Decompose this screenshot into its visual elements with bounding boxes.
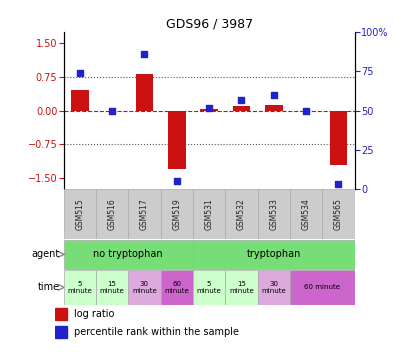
Text: 60
minute: 60 minute [164,281,189,294]
FancyBboxPatch shape [289,189,321,239]
Point [141,51,147,57]
Point [238,97,244,102]
Text: GSM534: GSM534 [301,198,310,230]
Bar [55,326,67,338]
Text: 15
minute: 15 minute [229,281,253,294]
Point [270,92,276,98]
FancyBboxPatch shape [289,270,354,305]
Text: percentile rank within the sample: percentile rank within the sample [74,327,238,337]
Bar [329,111,346,165]
Text: GSM533: GSM533 [269,198,278,230]
Text: tryptophan: tryptophan [246,249,300,260]
FancyBboxPatch shape [63,189,96,239]
Point [335,182,341,187]
Bar [55,308,67,320]
Text: GSM519: GSM519 [172,198,181,230]
Text: GSM531: GSM531 [204,198,213,230]
Text: time: time [37,282,59,292]
FancyBboxPatch shape [160,270,193,305]
FancyBboxPatch shape [160,189,193,239]
Bar [264,105,282,111]
Text: GSM532: GSM532 [236,198,245,230]
FancyBboxPatch shape [225,270,257,305]
FancyBboxPatch shape [128,189,160,239]
Text: GSM515: GSM515 [75,198,84,230]
FancyBboxPatch shape [63,240,193,269]
FancyBboxPatch shape [321,189,354,239]
Bar [200,109,218,111]
FancyBboxPatch shape [193,189,225,239]
FancyBboxPatch shape [257,189,289,239]
Text: GSM565: GSM565 [333,198,342,230]
Text: 30
minute: 30 minute [132,281,156,294]
FancyBboxPatch shape [128,270,160,305]
Text: 15
minute: 15 minute [99,281,124,294]
Title: GDS96 / 3987: GDS96 / 3987 [165,18,252,31]
Text: no tryptophan: no tryptophan [93,249,163,260]
Bar [135,74,153,111]
Bar [71,90,88,111]
FancyBboxPatch shape [96,270,128,305]
FancyBboxPatch shape [193,240,354,269]
FancyBboxPatch shape [63,270,96,305]
Point [205,105,212,110]
Text: 5
minute: 5 minute [196,281,221,294]
Point [76,70,83,76]
FancyBboxPatch shape [96,189,128,239]
Point [173,178,180,184]
Bar [167,111,185,169]
Text: log ratio: log ratio [74,309,114,319]
FancyBboxPatch shape [225,189,257,239]
Text: GSM516: GSM516 [107,198,116,230]
Text: 5
minute: 5 minute [67,281,92,294]
FancyBboxPatch shape [257,270,289,305]
Point [108,108,115,114]
Text: GSM517: GSM517 [139,198,148,230]
Point [302,108,309,114]
Text: 60 minute: 60 minute [303,285,339,290]
FancyBboxPatch shape [193,270,225,305]
Text: agent: agent [31,249,59,260]
Text: 30
minute: 30 minute [261,281,285,294]
Bar [232,106,250,111]
